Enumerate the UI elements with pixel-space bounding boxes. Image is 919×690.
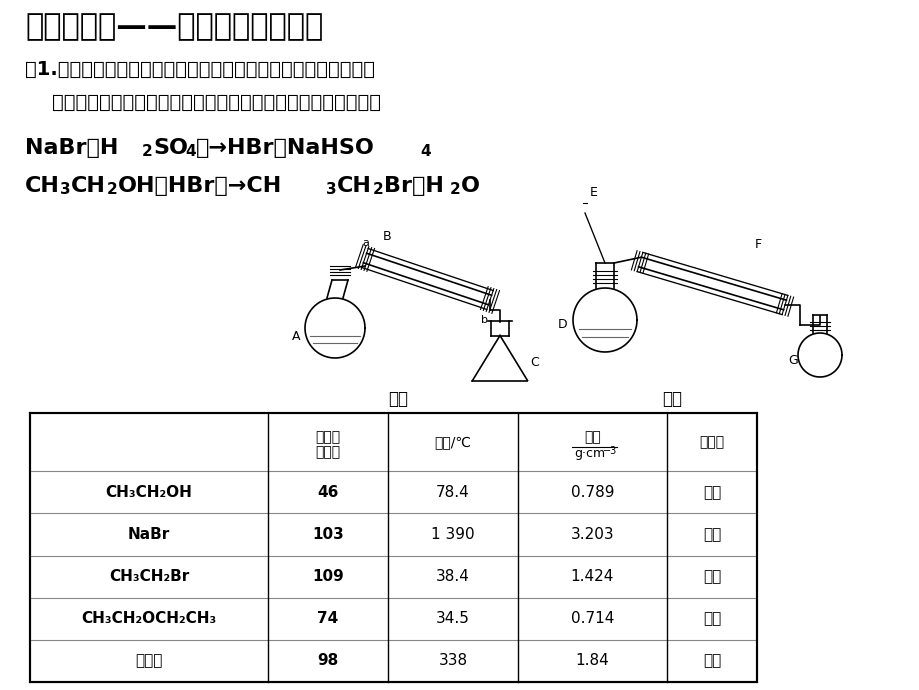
- Text: 34.5: 34.5: [436, 611, 470, 627]
- Text: 常考题型一——有机化学综合实验: 常考题型一——有机化学综合实验: [25, 12, 323, 41]
- Text: CH: CH: [71, 176, 106, 196]
- Text: 1.424: 1.424: [570, 569, 614, 584]
- Text: OH＋HBr一→CH: OH＋HBr一→CH: [118, 176, 282, 196]
- Text: F: F: [754, 237, 761, 250]
- Text: 2: 2: [142, 144, 153, 159]
- Text: Br＋H: Br＋H: [383, 176, 443, 196]
- Text: 2: 2: [449, 182, 460, 197]
- Text: A: A: [291, 330, 300, 342]
- Text: 3.203: 3.203: [570, 527, 614, 542]
- Text: −3: −3: [603, 446, 617, 456]
- Text: 2: 2: [107, 182, 118, 197]
- Text: CH: CH: [336, 176, 371, 196]
- Text: 虫剂。实验室制备溴乙烷的反应、装置示意图及有关数据如下：: 虫剂。实验室制备溴乙烷的反应、装置示意图及有关数据如下：: [52, 93, 380, 112]
- Text: CH₃CH₂OH: CH₃CH₂OH: [106, 485, 192, 500]
- Text: 78.4: 78.4: [436, 485, 470, 500]
- Text: 浓硫酸: 浓硫酸: [135, 653, 163, 669]
- Text: O: O: [460, 176, 480, 196]
- Text: D: D: [558, 319, 567, 331]
- Text: b: b: [481, 315, 488, 325]
- Text: 1.84: 1.84: [575, 653, 608, 669]
- Text: 相对分: 相对分: [315, 430, 340, 444]
- Text: a: a: [361, 238, 369, 248]
- Text: 易溶: 易溶: [702, 653, 720, 669]
- Text: CH₃CH₂Br: CH₃CH₂Br: [108, 569, 189, 584]
- Text: 密度: 密度: [584, 430, 600, 444]
- Text: 例1.溴乙烷是有机合成的重要原料。农业上用作仓储谷物的熏蒸杀: 例1.溴乙烷是有机合成的重要原料。农业上用作仓储谷物的熏蒸杀: [25, 60, 375, 79]
- Text: E: E: [589, 186, 597, 199]
- Text: 74: 74: [317, 611, 338, 627]
- Text: g·cm: g·cm: [573, 447, 605, 460]
- Text: 109: 109: [312, 569, 344, 584]
- Text: 2: 2: [372, 182, 383, 197]
- Text: 图甲: 图甲: [388, 390, 407, 408]
- Text: 溶解性: 溶解性: [698, 435, 724, 449]
- Text: NaBr＋H: NaBr＋H: [25, 138, 119, 158]
- Text: 4: 4: [185, 144, 196, 159]
- Text: 混溶: 混溶: [702, 485, 720, 500]
- Text: 103: 103: [312, 527, 344, 542]
- Text: 微溶: 微溶: [702, 611, 720, 627]
- Text: 图乙: 图乙: [662, 390, 681, 408]
- Text: 易溶: 易溶: [702, 527, 720, 542]
- Text: 子质量: 子质量: [315, 445, 340, 459]
- Text: 46: 46: [317, 485, 338, 500]
- Text: 98: 98: [317, 653, 338, 669]
- Text: C: C: [530, 357, 539, 370]
- Text: 沸点/℃: 沸点/℃: [434, 435, 471, 449]
- Text: NaBr: NaBr: [128, 527, 170, 542]
- Text: 0.789: 0.789: [570, 485, 614, 500]
- Text: 3: 3: [60, 182, 71, 197]
- Text: 3: 3: [325, 182, 336, 197]
- Text: 一→HBr＋NaHSO: 一→HBr＋NaHSO: [196, 138, 374, 158]
- Text: G: G: [788, 353, 797, 366]
- Text: CH₃CH₂OCH₂CH₃: CH₃CH₂OCH₂CH₃: [81, 611, 216, 627]
- Text: 338: 338: [438, 653, 467, 669]
- Text: 0.714: 0.714: [570, 611, 614, 627]
- Text: 38.4: 38.4: [436, 569, 470, 584]
- Text: 4: 4: [420, 144, 430, 159]
- Text: 难溶: 难溶: [702, 569, 720, 584]
- Text: SO: SO: [153, 138, 187, 158]
- Text: 1 390: 1 390: [431, 527, 474, 542]
- Text: CH: CH: [25, 176, 60, 196]
- Text: B: B: [382, 230, 391, 243]
